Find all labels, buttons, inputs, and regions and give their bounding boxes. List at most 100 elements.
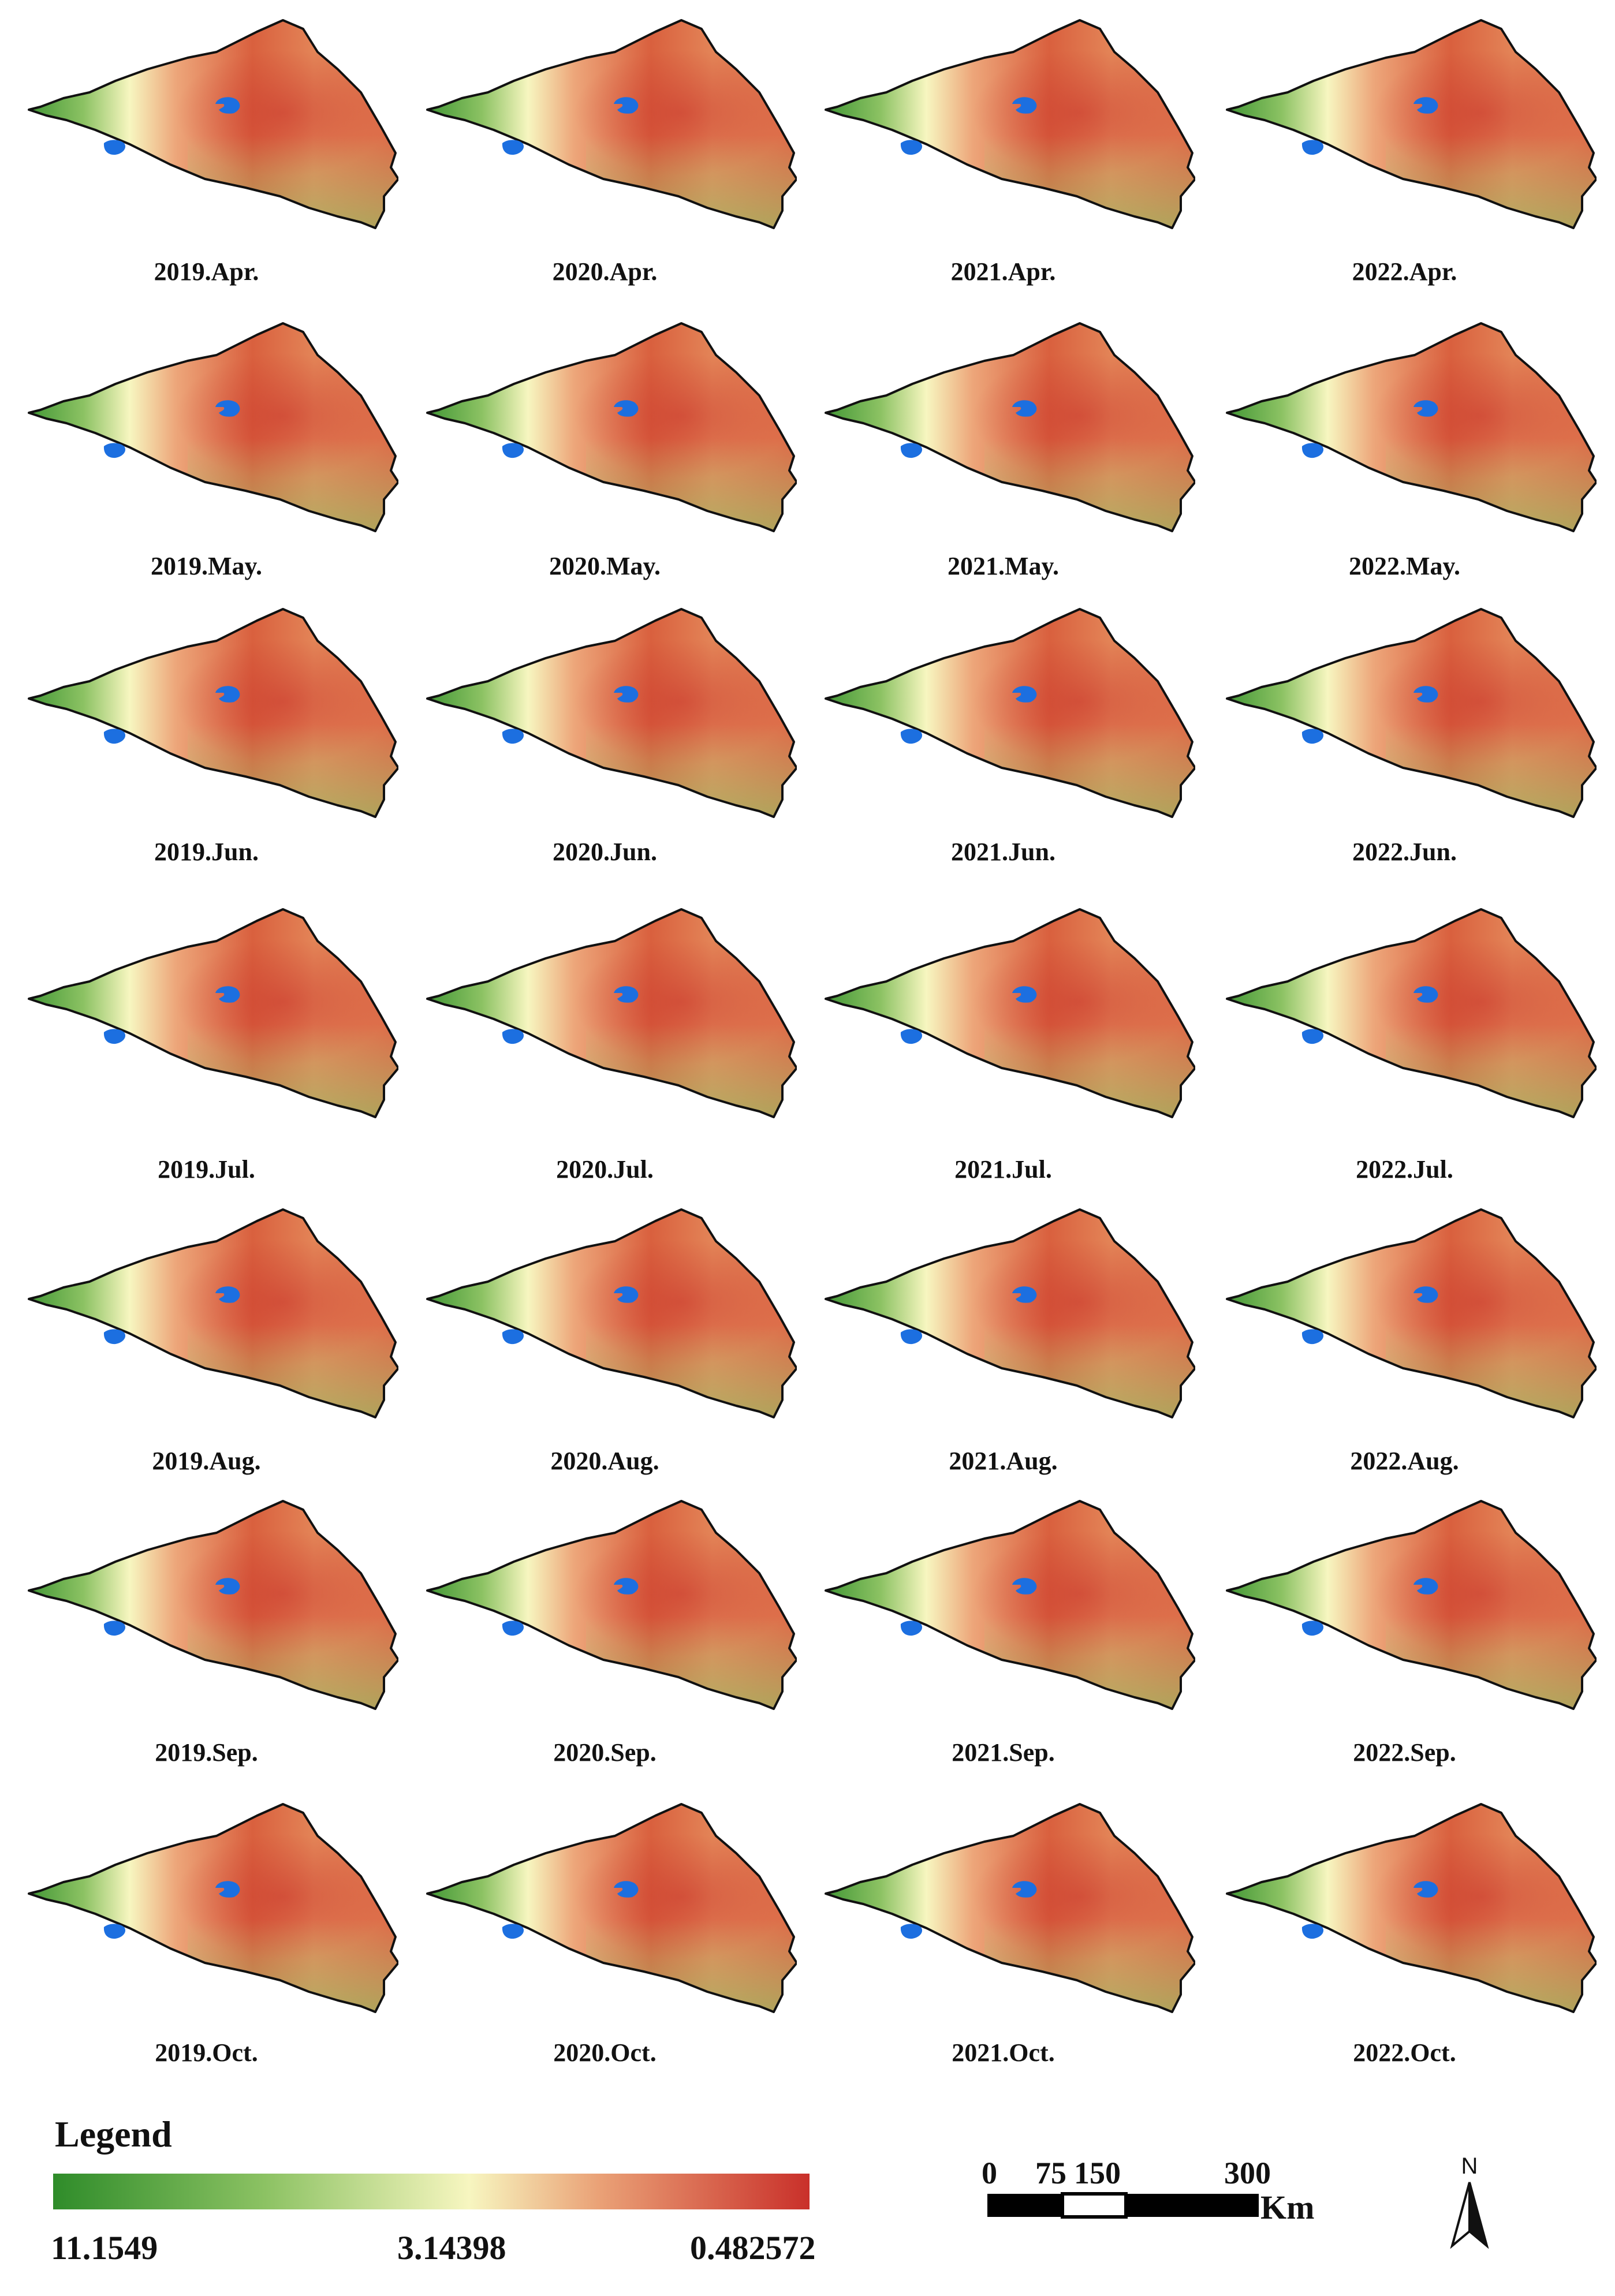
map-panel: 2022.Jul. (1213, 901, 1597, 1189)
map-image (1226, 1803, 1597, 2013)
lake-south (1301, 1621, 1324, 1636)
lake-north (1413, 686, 1438, 703)
panel-caption: 2020.Apr. (552, 257, 658, 286)
panel-caption: 2022.Sep. (1353, 1738, 1456, 1767)
legend-colorbar (53, 2174, 810, 2209)
map-panel: 2022.Jun. (1213, 600, 1597, 872)
panel-caption: 2019.Jul. (158, 1155, 255, 1184)
lake-south (900, 729, 923, 744)
map-image (1226, 322, 1597, 532)
lake-north (1012, 1578, 1037, 1595)
map-image (426, 19, 797, 229)
scale-tick-0: 0 (982, 2156, 997, 2190)
map-image (1226, 908, 1597, 1118)
map-panel: 2019.Sep. (14, 1492, 398, 1772)
panel-caption: 2020.Jun. (553, 838, 657, 866)
lake-north (614, 1286, 639, 1303)
lake-north (215, 97, 240, 114)
map-panel: 2021.Aug. (811, 1201, 1195, 1481)
map-panel: 2019.Oct. (14, 1795, 398, 2073)
lake-south (900, 140, 923, 155)
map-panel: 2020.Sep. (413, 1492, 797, 1772)
panel-caption: 2022.Oct. (1353, 2039, 1456, 2067)
panel-caption: 2019.Aug. (152, 1447, 261, 1475)
lake-south (502, 1621, 524, 1636)
map-panel: 2020.Oct. (413, 1795, 797, 2073)
lake-north (1012, 686, 1037, 703)
scale-tick-300: 300 (1224, 2156, 1271, 2190)
panel-caption: 2020.Sep. (553, 1738, 657, 1767)
scale-tick-150: 150 (1074, 2156, 1121, 2190)
map-image (426, 608, 797, 818)
lake-north (614, 986, 639, 1003)
legend-max-value: 11.1549 (51, 2229, 158, 2267)
panel-caption: 2021.Jul. (954, 1155, 1052, 1184)
lake-north (1413, 97, 1438, 114)
panel-caption: 2019.Oct. (155, 2039, 258, 2067)
map-panel: 2022.Sep. (1213, 1492, 1597, 1772)
map-panel: 2022.Oct. (1213, 1795, 1597, 2073)
map-image (825, 908, 1195, 1118)
lake-south (1301, 729, 1324, 744)
lake-south (1301, 1029, 1324, 1044)
panel-caption: 2022.Jun. (1352, 838, 1457, 866)
map-image (426, 1208, 797, 1418)
panel-caption: 2020.Aug. (550, 1447, 659, 1475)
lake-south (103, 1029, 126, 1044)
lake-south (502, 1924, 524, 1939)
map-panel: 2020.Aug. (413, 1201, 797, 1481)
lake-north (215, 1286, 240, 1303)
lake-south (1301, 1329, 1324, 1345)
lake-south (900, 1924, 923, 1939)
map-image (1226, 1500, 1597, 1710)
scale-tick-75: 75 (1035, 2156, 1066, 2190)
lake-north (1413, 1578, 1438, 1595)
panel-caption: 2021.May. (947, 552, 1060, 580)
panel-caption: 2022.Jul. (1356, 1155, 1453, 1184)
lake-north (614, 400, 639, 417)
map-panel: 2021.Sep. (811, 1492, 1195, 1772)
panel-caption: 2021.Apr. (950, 257, 1056, 286)
lake-north (1413, 1286, 1438, 1303)
lake-north (1012, 400, 1037, 417)
north-arrow-icon: N (1450, 2153, 1489, 2249)
map-image (28, 322, 398, 532)
map-panel: 2022.Apr. (1213, 12, 1597, 292)
legend-min-value: 0.482572 (690, 2229, 816, 2267)
map-panel: 2021.May. (811, 315, 1195, 586)
lake-south (900, 1329, 923, 1345)
map-panel: 2019.Aug. (14, 1201, 398, 1481)
lake-north (1012, 97, 1037, 114)
panel-caption: 2019.Apr. (154, 257, 259, 286)
panel-caption: 2022.Aug. (1350, 1447, 1459, 1475)
map-image (1226, 19, 1597, 229)
lake-south (103, 1924, 126, 1939)
lake-north (1012, 1286, 1037, 1303)
panel-caption: 2020.Jul. (556, 1155, 654, 1184)
map-image (426, 1500, 797, 1710)
lake-north (215, 1578, 240, 1595)
map-panel: 2020.Jul. (413, 901, 797, 1189)
map-panel: 2019.Jun. (14, 600, 398, 872)
lake-south (103, 443, 126, 458)
lake-north (1413, 400, 1438, 417)
map-image (426, 908, 797, 1118)
map-image (825, 608, 1195, 818)
lake-south (103, 729, 126, 744)
lake-north (215, 986, 240, 1003)
lake-south (502, 1029, 524, 1044)
map-image (825, 1208, 1195, 1418)
lake-north (1012, 986, 1037, 1003)
panel-caption: 2021.Aug. (949, 1447, 1058, 1475)
lake-south (1301, 140, 1324, 155)
lake-north (1012, 1881, 1037, 1898)
panel-caption: 2021.Oct. (952, 2039, 1055, 2067)
map-image (28, 908, 398, 1118)
map-image (1226, 1208, 1597, 1418)
map-panel: 2021.Jul. (811, 901, 1195, 1189)
lake-south (502, 729, 524, 744)
map-panel: 2019.May. (14, 315, 398, 586)
map-image (825, 1500, 1195, 1710)
lake-south (900, 443, 923, 458)
map-image (28, 19, 398, 229)
